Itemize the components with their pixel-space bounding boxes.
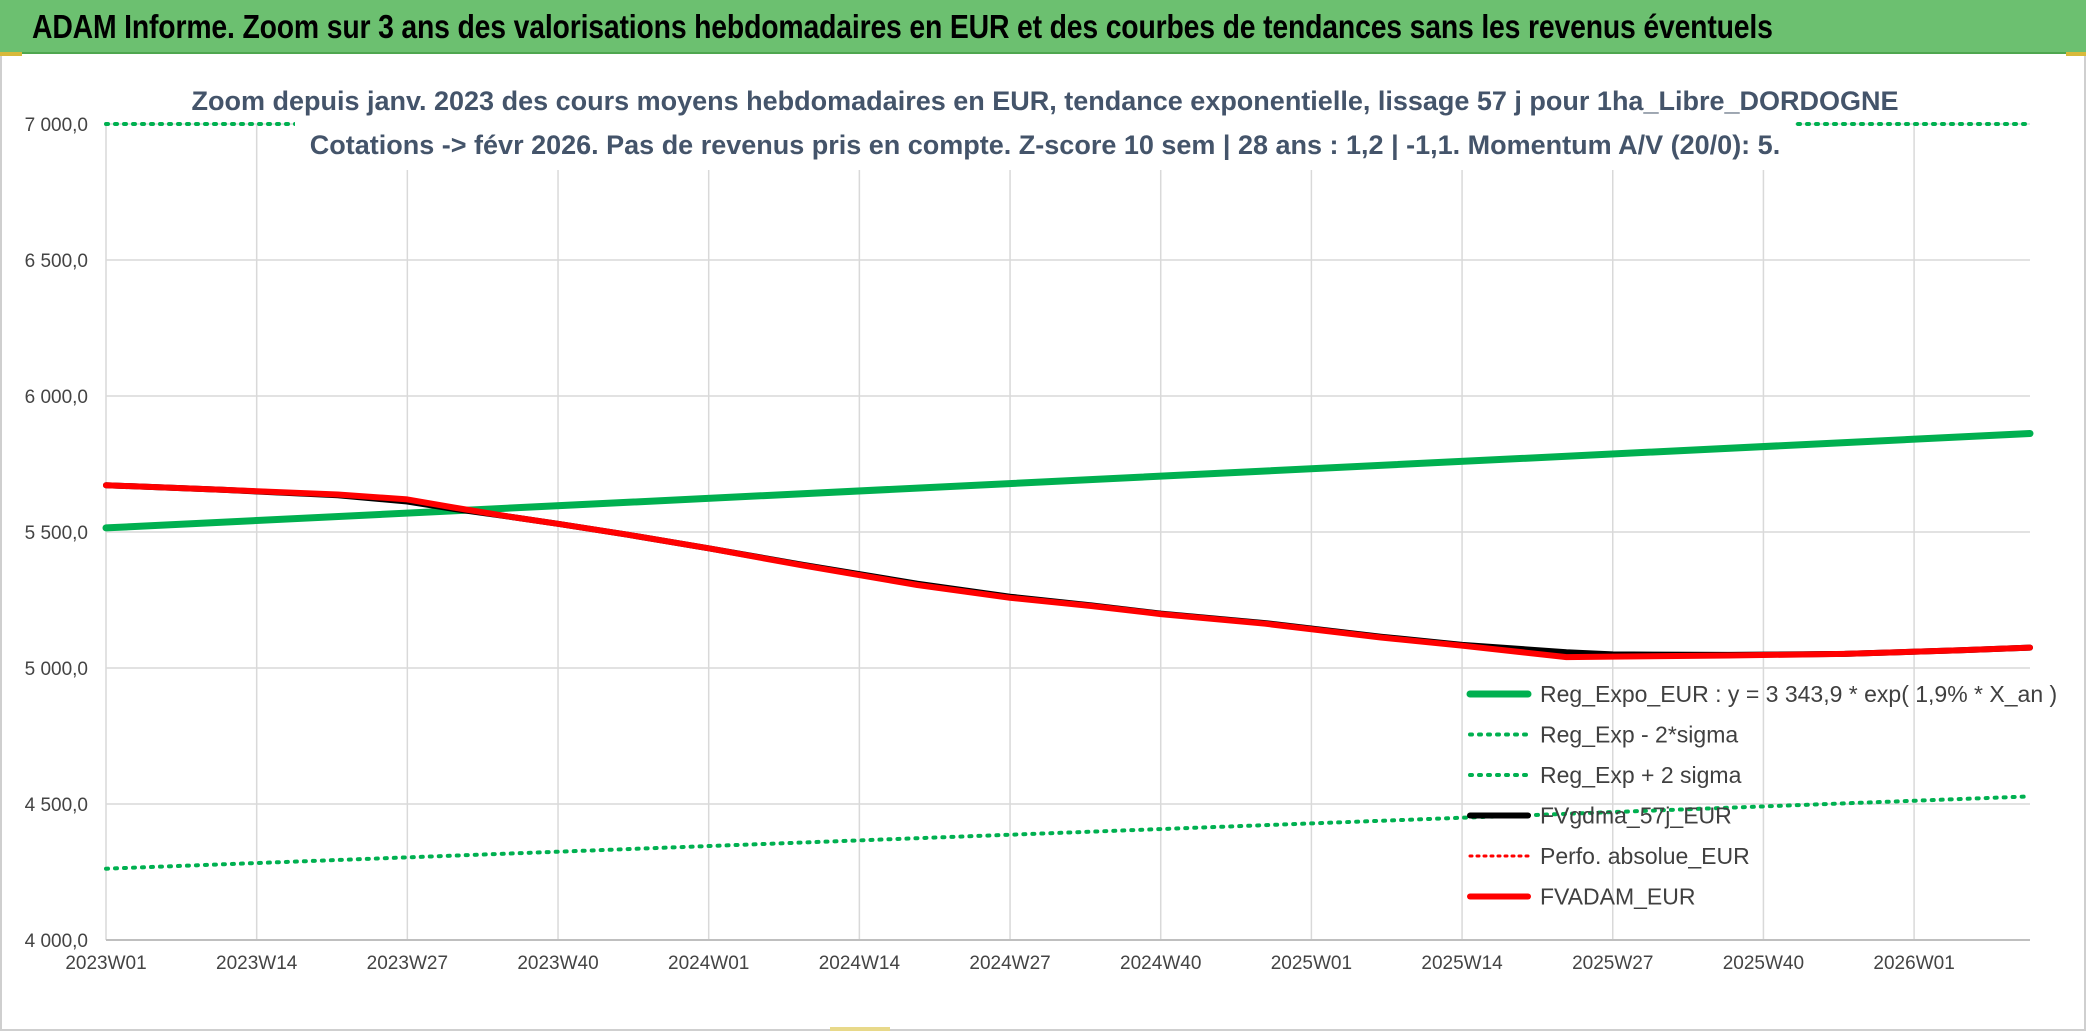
x-tick-label: 2023W40 <box>517 953 598 974</box>
series-line-0 <box>102 430 2034 532</box>
y-axis: 4 000,0 4 500,0 5 000,0 5 500,0 6 000,0 6 500… <box>25 115 88 952</box>
x-tick-label: 2025W27 <box>1572 953 1653 974</box>
legend-label: Reg_Exp - 2*sigma <box>1540 722 1738 748</box>
y-tick-label: 6 000,0 <box>25 387 88 408</box>
header-accent-left <box>0 52 22 56</box>
legend-label: FVADAM_EUR <box>1540 884 1696 910</box>
x-tick-label: 2023W14 <box>216 953 298 974</box>
x-tick-label: 2024W14 <box>819 953 901 974</box>
x-tick-label: 2025W40 <box>1723 953 1804 974</box>
x-tick-label: 2023W01 <box>65 953 146 974</box>
x-tick-label: 2024W40 <box>1120 953 1201 974</box>
y-tick-label: 6 500,0 <box>25 251 88 272</box>
chart-frame <box>0 56 2086 1031</box>
chart-title-line-1: Zoom depuis janv. 2023 des cours moyens … <box>191 86 1898 116</box>
legend-label: Reg_Exp + 2 sigma <box>1540 762 1742 788</box>
title-background <box>295 76 1795 170</box>
legend: Reg_Expo_EUR : y = 3 343,9 * exp( 1,9% *… <box>1466 681 2057 910</box>
y-tick-label: 5 500,0 <box>25 523 88 544</box>
x-tick-label: 2026W01 <box>1873 953 1954 974</box>
y-tick-label: 4 500,0 <box>25 795 88 816</box>
x-tick-label: 2023W27 <box>367 953 448 974</box>
x-axis: 2023W01 2023W14 2023W27 2023W40 2024W01 2024W… <box>65 953 1954 974</box>
y-tick-label: 7 000,0 <box>25 115 88 136</box>
grid-lines <box>105 123 2030 941</box>
y-tick-label: 4 000,0 <box>25 931 88 952</box>
legend-label: FVgdma_57j_EUR <box>1540 803 1732 829</box>
bottom-accent <box>830 1027 890 1031</box>
header-accent-right <box>2066 52 2086 56</box>
chart-title-line-2: Cotations -> févr 2026. Pas de revenus p… <box>310 130 1780 160</box>
page-title: ADAM Informe. Zoom sur 3 ans des valoris… <box>32 8 1773 45</box>
y-tick-label: 5 000,0 <box>25 659 88 680</box>
legend-label: Reg_Expo_EUR : y = 3 343,9 * exp( 1,9% *… <box>1540 681 2057 707</box>
x-tick-label: 2024W27 <box>969 953 1050 974</box>
series-line-1 <box>104 794 2032 871</box>
series-layer <box>102 122 2034 871</box>
series-line-5 <box>103 482 2033 661</box>
x-tick-label: 2024W01 <box>668 953 749 974</box>
header-bar <box>0 0 2086 54</box>
legend-label: Perfo. absolue_EUR <box>1540 843 1750 869</box>
x-tick-label: 2025W01 <box>1271 953 1352 974</box>
x-tick-label: 2025W14 <box>1421 953 1503 974</box>
